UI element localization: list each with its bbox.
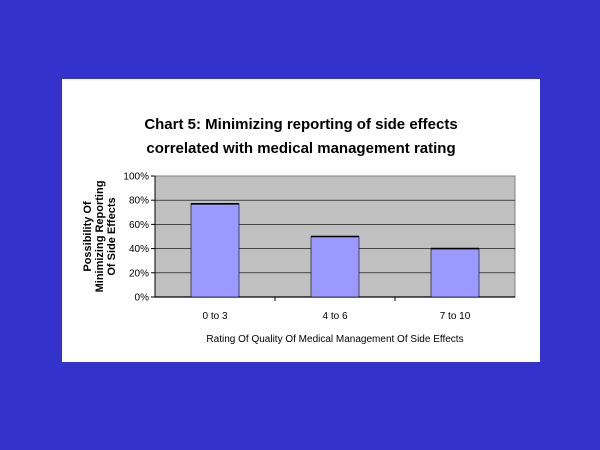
y-axis-title-line: Possibility Of: [82, 201, 94, 272]
y-tick-label: 80%: [129, 196, 149, 207]
chart-title-line-2: correlated with medical management ratin…: [146, 140, 456, 157]
x-tick-label: 4 to 6: [322, 311, 347, 322]
bar-chart: 0% 20% 40% 60% 80% 100% 0 to 3 4 to 6 7 to 10 Rat…: [82, 172, 516, 345]
x-tick-label: 7 to 10: [440, 311, 471, 322]
y-tick-label: 60%: [129, 220, 149, 231]
y-tick-label: 0%: [135, 293, 150, 304]
y-axis-title-line: Minimizing Reporting: [94, 181, 106, 293]
chart-title-line-1: Chart 5: Minimizing reporting of side ef…: [144, 116, 458, 133]
chart-title: Chart 5: Minimizing reporting of side ef…: [62, 113, 540, 161]
x-axis-title: Rating Of Quality Of Medical Management …: [206, 334, 463, 345]
bar: [190, 203, 240, 298]
x-tick-label: 0 to 3: [202, 311, 227, 322]
chart-card: Chart 5: Minimizing reporting of side ef…: [62, 79, 540, 362]
y-axis-title-line: Of Side Effects: [106, 197, 118, 275]
bar: [430, 248, 480, 298]
y-tick-label: 100%: [123, 172, 149, 183]
y-tick-label: 20%: [129, 268, 149, 279]
bar: [310, 236, 360, 298]
y-tick-label: 40%: [129, 244, 149, 255]
